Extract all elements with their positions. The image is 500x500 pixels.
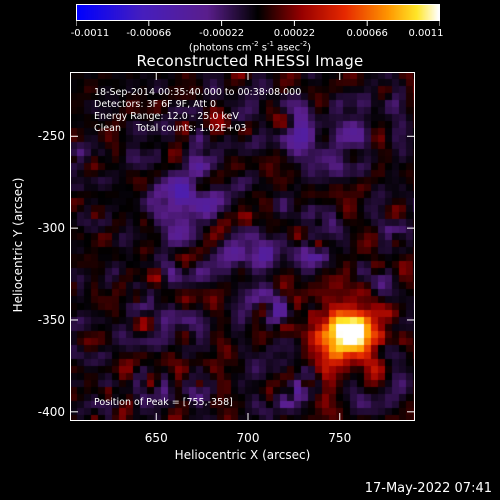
- x-tick-label: 650: [144, 431, 168, 445]
- colorbar-ticks: [76, 21, 440, 26]
- colorbar-tick-label: -0.00022: [199, 28, 245, 39]
- timestamp: 17-May-2022 07:41: [364, 481, 492, 496]
- y-tick-label: -250: [37, 129, 65, 144]
- time-range-label: 18-Sep-2014 00:35:40.000 to 00:38:08.000: [94, 87, 302, 98]
- x-tick-label: 700: [236, 431, 260, 445]
- y-tick-label: -350: [37, 312, 65, 327]
- colorbar-units: (photons cm-2 s-1 asec-2): [188, 40, 312, 54]
- x-axis-label: Heliocentric X (arcsec): [174, 448, 311, 462]
- colorbar-tick-label: -0.00066: [126, 28, 172, 39]
- y-tick-label: -400: [37, 404, 65, 419]
- detectors-label: Detectors: 3F 6F 9F, Att 0: [94, 99, 217, 110]
- colorbar-tick-label: 0.0011: [408, 28, 444, 39]
- y-axis-label: Heliocentric Y (arcsec): [11, 177, 25, 313]
- rhessi-image: [70, 72, 415, 421]
- colorbar-tick-label: -0.0011: [70, 28, 110, 39]
- image-title: Reconstructed RHESSI Image: [136, 52, 364, 70]
- colorbar: [76, 4, 440, 21]
- x-tick-label: 750: [328, 431, 352, 445]
- y-tick-label: -300: [37, 221, 65, 236]
- clean-counts-label: Clean Total counts: 1.02E+03: [94, 123, 247, 134]
- peak-position-label: Position of Peak = [755,-358]: [94, 397, 233, 408]
- colorbar-tick-label: 0.00022: [273, 28, 316, 39]
- colorbar-tick-label: 0.00066: [346, 28, 388, 39]
- energy-range-label: Energy Range: 12.0 - 25.0 keV: [94, 111, 239, 122]
